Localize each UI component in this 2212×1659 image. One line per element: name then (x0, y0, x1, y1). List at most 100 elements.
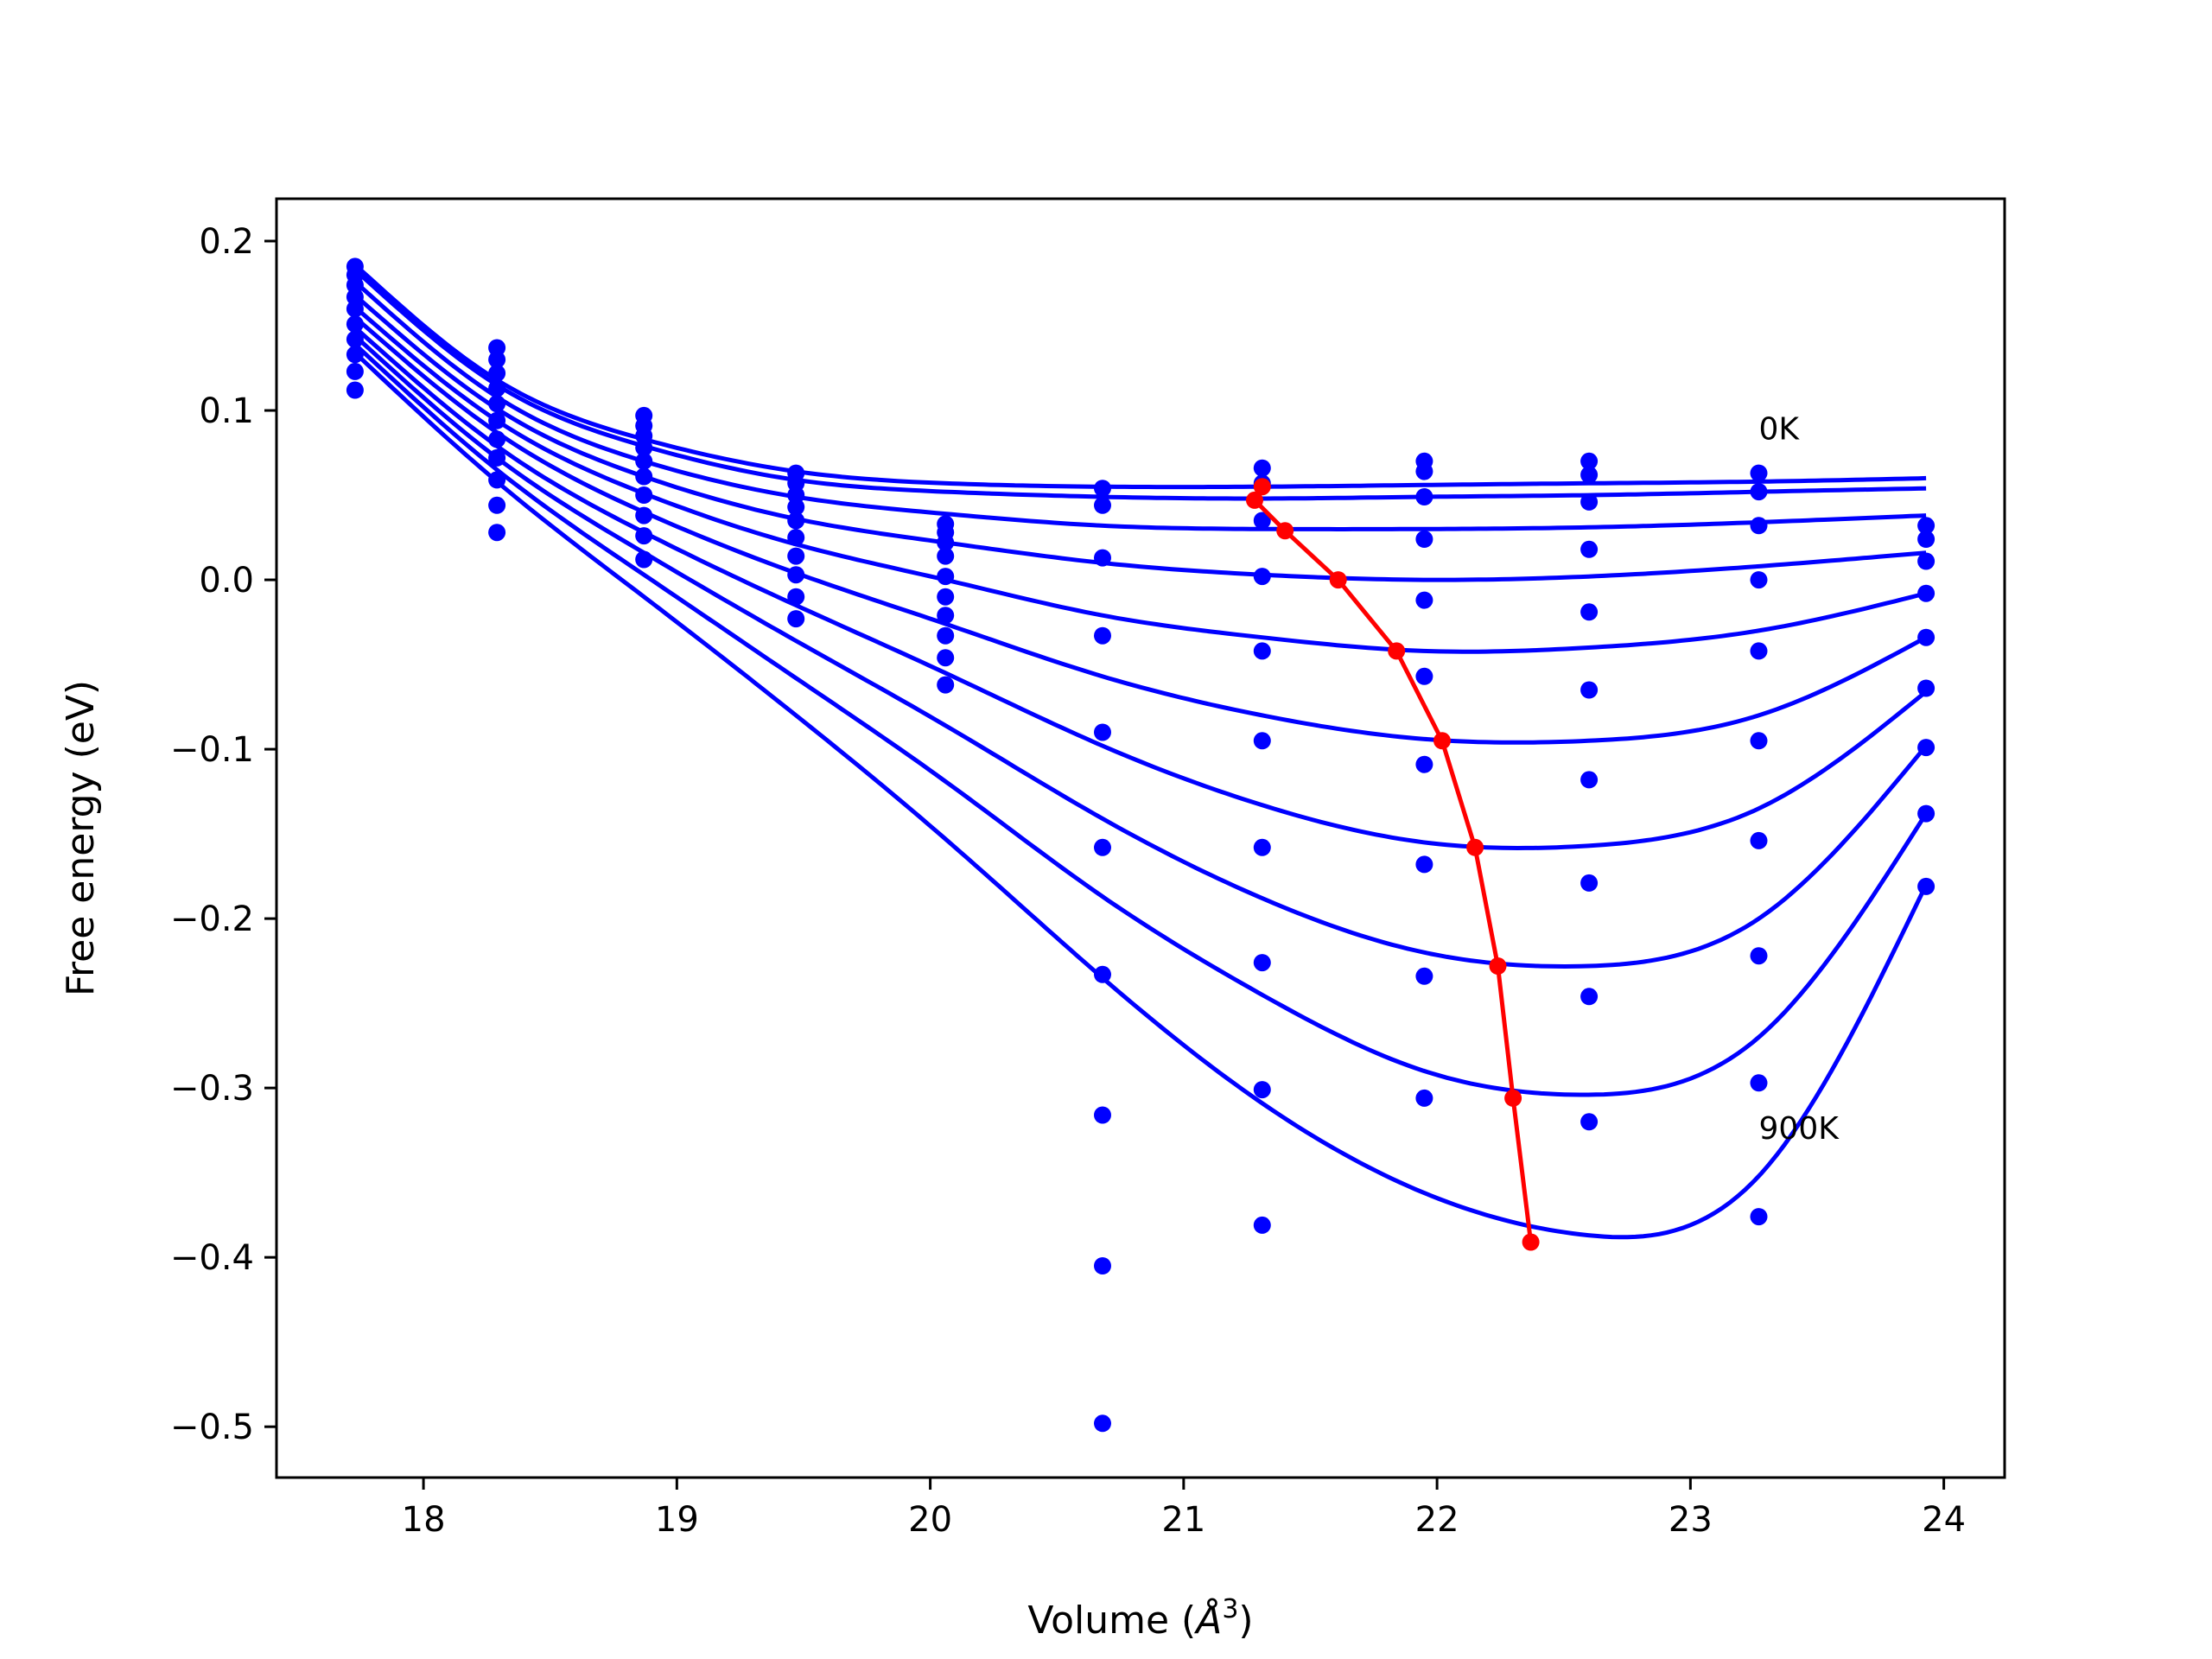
y-tick-label: −0.3 (170, 1069, 254, 1109)
data-point (346, 300, 364, 318)
data-point (1253, 512, 1271, 530)
data-point (635, 527, 653, 545)
data-point (1094, 1414, 1111, 1433)
data-point (1094, 965, 1111, 983)
data-point (488, 379, 506, 397)
data-point (1750, 831, 1768, 849)
x-tick-label: 23 (1669, 1500, 1713, 1540)
data-point (488, 411, 506, 429)
data-point (937, 607, 955, 625)
data-point (346, 346, 364, 364)
data-point (937, 649, 955, 667)
data-point (1415, 462, 1433, 480)
data-point (1750, 1208, 1768, 1226)
minimum-point (1433, 732, 1451, 750)
data-point (1253, 568, 1271, 586)
data-point (1415, 531, 1433, 548)
data-point (787, 474, 805, 493)
minimum-point (1253, 478, 1271, 496)
minima-line (1251, 485, 1534, 1243)
data-point (488, 351, 506, 369)
data-point (1253, 459, 1271, 477)
data-point (787, 486, 805, 504)
data-point (1580, 466, 1599, 484)
data-point (1917, 531, 1936, 548)
x-axis-label: Volume (Å3) (1027, 1594, 1253, 1643)
data-point (787, 498, 805, 516)
data-point (1415, 1089, 1433, 1107)
plot-frame (275, 197, 2006, 1479)
y-axis-ticks: 0.2 0.1 0.0 −0.1 −0.2 −0.3 −0.4 −0.5 (170, 222, 276, 1447)
scatter-points (346, 257, 1936, 1433)
series-curve-700K (353, 334, 1929, 969)
minimum-point (1329, 571, 1347, 589)
data-point (346, 362, 364, 380)
data-point (1415, 855, 1433, 874)
data-point (1580, 988, 1599, 1006)
x-axis-ticks: 18 19 20 21 22 23 24 (402, 1478, 1966, 1540)
data-point (488, 430, 506, 448)
data-point (787, 566, 805, 584)
data-point (1750, 732, 1768, 750)
data-point (346, 276, 364, 294)
data-point (635, 467, 653, 486)
y-tick-label: −0.1 (170, 730, 254, 770)
x-axis-label-close: ) (1238, 1599, 1253, 1643)
data-point (1415, 488, 1433, 505)
series-curve-900K (353, 351, 1929, 1240)
minimum-point (1522, 1233, 1540, 1251)
data-point (1580, 493, 1599, 511)
x-tick-label: 18 (402, 1500, 446, 1540)
data-point (1253, 1216, 1271, 1234)
data-point (635, 486, 653, 504)
series-curve-800K (353, 342, 1929, 1097)
data-point (1917, 628, 1936, 646)
data-point (1917, 552, 1936, 570)
data-point (787, 547, 805, 565)
series-curves (353, 263, 1929, 1240)
data-point (635, 452, 653, 470)
x-axis-label-exponent: 3 (1222, 1594, 1238, 1624)
data-point (488, 364, 506, 382)
x-tick-label: 22 (1415, 1500, 1459, 1540)
data-point (1415, 967, 1433, 985)
data-point (1917, 584, 1936, 602)
annotation-900K: 900K (1759, 1111, 1840, 1147)
data-point (488, 471, 506, 489)
data-point (488, 524, 506, 542)
series-curve-500K (353, 315, 1928, 745)
data-point (1750, 517, 1768, 535)
series-curve-100K (353, 268, 1927, 501)
data-point (1750, 464, 1768, 482)
data-point (1415, 755, 1433, 773)
series-curve-400K (353, 305, 1927, 654)
data-point (488, 395, 506, 413)
data-point (488, 339, 506, 357)
data-point (1917, 877, 1936, 895)
minimum-point (1388, 642, 1406, 660)
data-point (787, 588, 805, 606)
data-point (488, 496, 506, 514)
data-point (1580, 681, 1599, 699)
data-point (1917, 804, 1936, 823)
data-point (1094, 1106, 1111, 1124)
y-tick-label: −0.4 (170, 1238, 254, 1278)
data-point (1917, 517, 1936, 535)
data-point (937, 676, 955, 694)
x-tick-label: 20 (908, 1500, 952, 1540)
minimum-point (1246, 491, 1263, 509)
data-point (1580, 874, 1599, 892)
data-point (635, 550, 653, 569)
data-point (1580, 452, 1599, 470)
y-tick-label: −0.5 (170, 1408, 254, 1447)
y-tick-label: 0.1 (199, 391, 254, 431)
annotations: 0K 900K (1759, 411, 1840, 1147)
data-point (346, 315, 364, 334)
data-point (488, 448, 506, 467)
data-point (1094, 496, 1111, 514)
data-point (1580, 603, 1599, 621)
data-point (1094, 549, 1111, 567)
data-point (1253, 838, 1271, 856)
y-tick-label: 0.0 (199, 561, 254, 601)
